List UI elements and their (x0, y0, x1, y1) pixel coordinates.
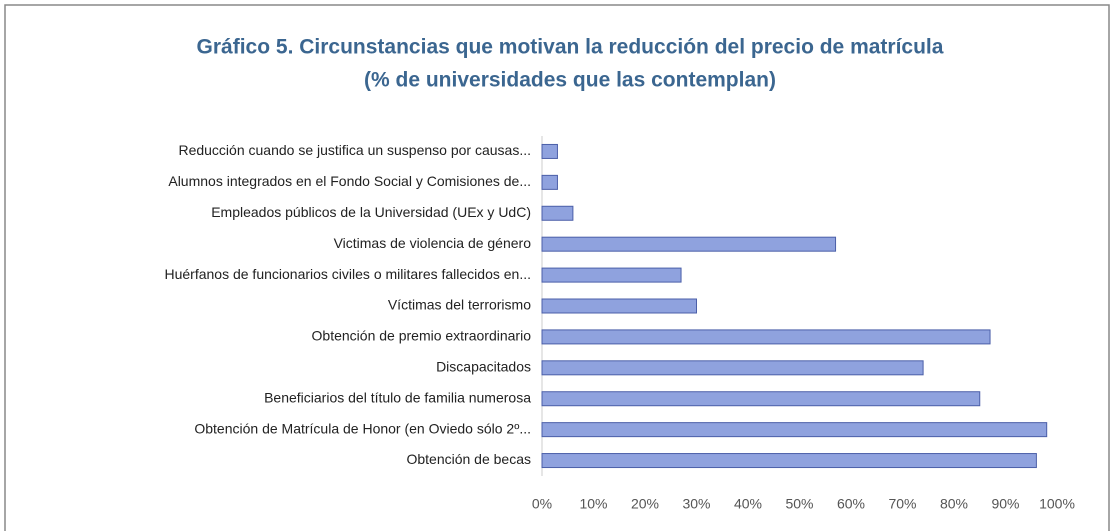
bar (541, 298, 697, 314)
y-tick-label: Víctimas del terrorismo (388, 297, 531, 313)
chart-title: Gráfico 5. Circunstancias que motivan la… (197, 36, 944, 59)
y-tick-label: Obtención de Matrícula de Honor (en Ovie… (194, 420, 531, 436)
x-tick-label: 40% (734, 496, 762, 512)
x-tick-label: 70% (888, 496, 916, 512)
y-tick-label: Reducción cuando se justifica un suspens… (178, 142, 531, 158)
x-tick-label: 50% (785, 496, 813, 512)
bar (541, 143, 558, 159)
x-tick-label: 60% (837, 496, 865, 512)
y-tick-label: Obtención de premio extraordinario (312, 328, 532, 344)
bar (541, 422, 1048, 438)
y-tick-label: Empleados públicos de la Universidad (UE… (211, 204, 531, 220)
y-tick-label: Obtención de becas (406, 451, 531, 467)
bar (541, 174, 558, 190)
x-tick-label: 90% (991, 496, 1019, 512)
bar (541, 205, 574, 221)
x-tick-label: 0% (532, 496, 552, 512)
x-tick-label: 30% (682, 496, 710, 512)
y-tick-label: Victimas de violencia de género (334, 235, 532, 251)
bar (541, 453, 1037, 469)
chart-subtitle: (% de universidades que las contemplan) (364, 69, 776, 92)
x-tick-label: 20% (631, 496, 659, 512)
bar (541, 329, 991, 345)
x-tick-label: 100% (1039, 496, 1075, 512)
y-tick-label: Discapacitados (436, 359, 531, 375)
x-tick-label: 80% (940, 496, 968, 512)
bar (541, 360, 924, 376)
x-tick-label: 10% (579, 496, 607, 512)
bar (541, 391, 981, 407)
y-tick-label: Huérfanos de funcionarios civiles o mili… (164, 266, 531, 282)
y-tick-label: Beneficiarios del título de familia nume… (264, 389, 531, 405)
bar (541, 236, 837, 252)
y-tick-label: Alumnos integrados en el Fondo Social y … (168, 173, 531, 189)
bar (541, 267, 682, 283)
